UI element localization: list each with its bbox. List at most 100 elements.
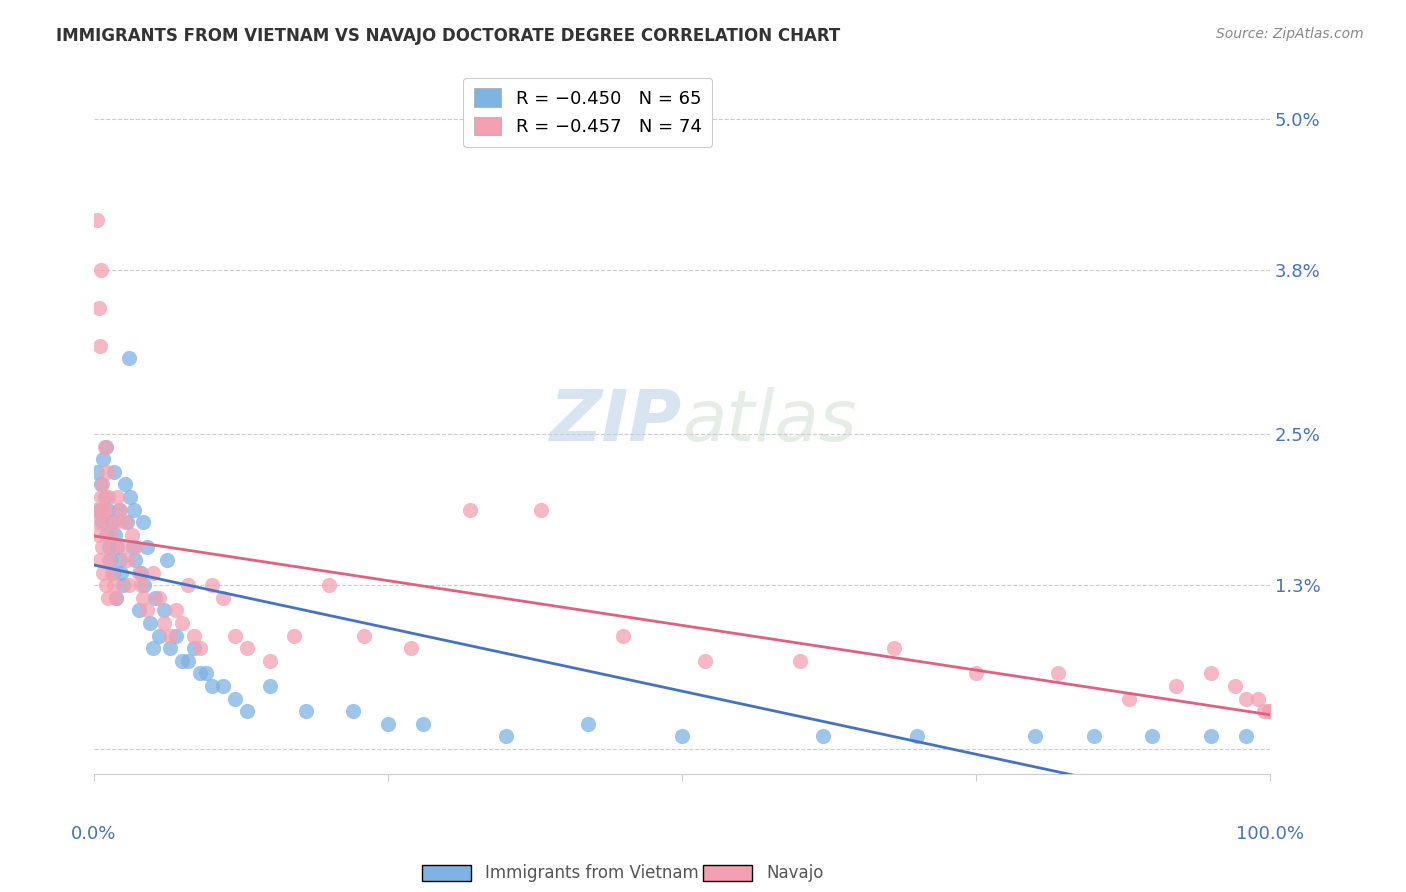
Point — [129, 566, 152, 580]
Point — [212, 679, 235, 693]
Point — [1247, 691, 1270, 706]
Point — [118, 351, 141, 366]
Point — [104, 515, 127, 529]
Point — [576, 716, 599, 731]
Point — [318, 578, 340, 592]
Point — [97, 591, 120, 605]
Point — [90, 490, 112, 504]
Point — [530, 502, 553, 516]
Point — [156, 553, 179, 567]
Text: 100.0%: 100.0% — [1236, 825, 1303, 843]
Point — [148, 629, 170, 643]
Point — [93, 490, 115, 504]
Point — [1024, 730, 1046, 744]
Point — [98, 553, 121, 567]
Point — [90, 477, 112, 491]
Point — [224, 629, 246, 643]
Point — [101, 541, 124, 555]
Point — [124, 553, 146, 567]
Point — [811, 730, 834, 744]
Point — [94, 578, 117, 592]
Point — [377, 716, 399, 731]
Point — [159, 629, 181, 643]
Point — [401, 641, 423, 656]
Point — [100, 528, 122, 542]
Point — [91, 502, 114, 516]
Point — [1142, 730, 1164, 744]
Point — [100, 553, 122, 567]
Point — [108, 502, 131, 516]
Text: IMMIGRANTS FROM VIETNAM VS NAVAJO DOCTORATE DEGREE CORRELATION CHART: IMMIGRANTS FROM VIETNAM VS NAVAJO DOCTOR… — [56, 27, 841, 45]
Point — [91, 566, 114, 580]
Point — [89, 502, 111, 516]
Point — [91, 515, 114, 529]
Point — [212, 591, 235, 605]
Point — [101, 566, 124, 580]
Point — [103, 578, 125, 592]
Point — [1199, 730, 1222, 744]
Point — [183, 629, 205, 643]
Point — [148, 591, 170, 605]
Point — [122, 502, 145, 516]
Point — [183, 641, 205, 656]
Point — [165, 603, 187, 617]
Point — [107, 502, 129, 516]
Point — [93, 440, 115, 454]
Point — [100, 566, 122, 580]
Point — [153, 615, 176, 630]
Text: Navajo: Navajo — [766, 864, 824, 882]
Point — [91, 452, 114, 467]
Point — [188, 666, 211, 681]
Point — [87, 301, 110, 315]
Point — [90, 263, 112, 277]
Point — [1083, 730, 1105, 744]
Point — [86, 465, 108, 479]
Point — [194, 666, 217, 681]
Point — [128, 603, 150, 617]
Point — [177, 654, 200, 668]
Point — [114, 515, 136, 529]
Point — [1223, 679, 1246, 693]
Point — [1236, 730, 1258, 744]
Point — [98, 541, 121, 555]
Point — [132, 591, 155, 605]
Point — [100, 515, 122, 529]
Point — [236, 704, 259, 718]
Point — [905, 730, 928, 744]
Point — [1236, 691, 1258, 706]
Point — [120, 490, 142, 504]
Point — [283, 629, 305, 643]
Point — [129, 578, 152, 592]
Point — [165, 629, 187, 643]
Point — [105, 591, 128, 605]
Point — [128, 566, 150, 580]
Point — [97, 490, 120, 504]
Point — [86, 212, 108, 227]
Point — [121, 528, 143, 542]
Point — [139, 615, 162, 630]
Point — [97, 502, 120, 516]
Point — [121, 541, 143, 555]
Point — [104, 528, 127, 542]
Point — [86, 515, 108, 529]
Point — [1199, 666, 1222, 681]
Point — [177, 578, 200, 592]
Text: Source: ZipAtlas.com: Source: ZipAtlas.com — [1216, 27, 1364, 41]
Point — [353, 629, 375, 643]
Point — [1047, 666, 1070, 681]
Point — [107, 490, 129, 504]
Point — [110, 566, 132, 580]
Point — [108, 553, 131, 567]
Point — [114, 477, 136, 491]
Point — [1118, 691, 1140, 706]
Point — [91, 477, 114, 491]
Point — [200, 679, 222, 693]
Point — [115, 553, 138, 567]
Point — [159, 641, 181, 656]
Point — [259, 679, 281, 693]
Point — [124, 541, 146, 555]
Point — [342, 704, 364, 718]
Point — [1257, 704, 1279, 718]
Point — [89, 339, 111, 353]
Point — [458, 502, 481, 516]
